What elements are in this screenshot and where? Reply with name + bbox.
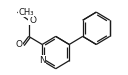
- Text: O: O: [15, 40, 22, 49]
- Text: O: O: [29, 16, 36, 25]
- Text: N: N: [39, 56, 46, 65]
- Text: CH₃: CH₃: [18, 8, 34, 17]
